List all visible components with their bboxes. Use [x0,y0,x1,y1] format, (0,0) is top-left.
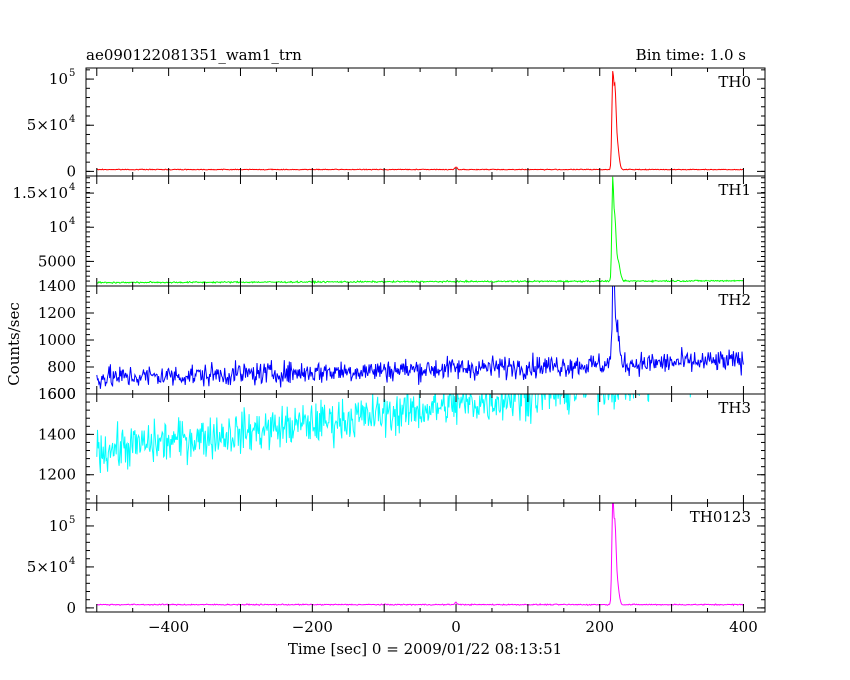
panel-label: TH0123 [690,508,751,526]
series-line-th3 [96,394,698,474]
series-line-th2 [96,286,744,389]
y-tick-label: 0 [66,599,76,617]
y-tick-label: 5×10 [27,116,68,134]
chart-title-left: ae090122081351_wam1_trn [86,46,302,64]
y-tick-label: 1400 [38,277,76,295]
panel-label: TH1 [718,181,751,199]
series-line-th1 [96,176,744,285]
y-tick-label: 1200 [38,466,76,484]
y-tick-label: 1.5×10 [12,184,68,202]
y-tick-label: 800 [47,358,76,376]
y-tick-label: 5000 [38,252,76,270]
x-tick-label: 200 [585,618,614,636]
y-tick-exponent: 5 [69,68,75,79]
x-tick-label: −200 [292,618,333,636]
panel-frame [85,175,766,287]
y-tick-label: 10 [49,218,68,236]
y-tick-label: 0 [66,162,76,180]
panel-label: TH0 [718,73,751,91]
panel-frame [85,67,766,177]
y-tick-label: 10 [49,517,68,535]
y-tick-exponent: 4 [69,216,75,227]
y-tick-exponent: 4 [69,556,75,567]
series-line-th0123 [96,503,744,607]
y-tick-label: 600 [47,385,76,403]
y-tick-exponent: 4 [69,182,75,193]
y-tick-exponent: 5 [69,515,75,526]
panel-frame [85,393,766,504]
y-tick-label: 10 [49,70,68,88]
panel-label: TH3 [718,399,751,417]
y-tick-label: 1400 [38,425,76,443]
y-tick-label: 1600 [38,385,76,403]
series-line-th0 [96,71,744,171]
y-tick-label: 1000 [38,331,76,349]
y-tick-label: 1200 [38,304,76,322]
x-tick-label: 400 [729,618,758,636]
y-tick-exponent: 4 [69,114,75,125]
panel-frame [85,502,766,613]
y-tick-label: 5×10 [27,558,68,576]
chart-title-right: Bin time: 1.0 s [636,46,746,64]
y-axis-label: Counts/sec [5,302,23,386]
x-tick-label: −400 [148,618,189,636]
panel-th2: 600 800 1000 1200 TH2 [38,285,766,403]
x-tick-label: 0 [451,618,461,636]
panel-label: TH2 [718,291,751,309]
x-axis-label: Time [sec] 0 = 2009/01/22 08:13:51 [288,640,562,658]
